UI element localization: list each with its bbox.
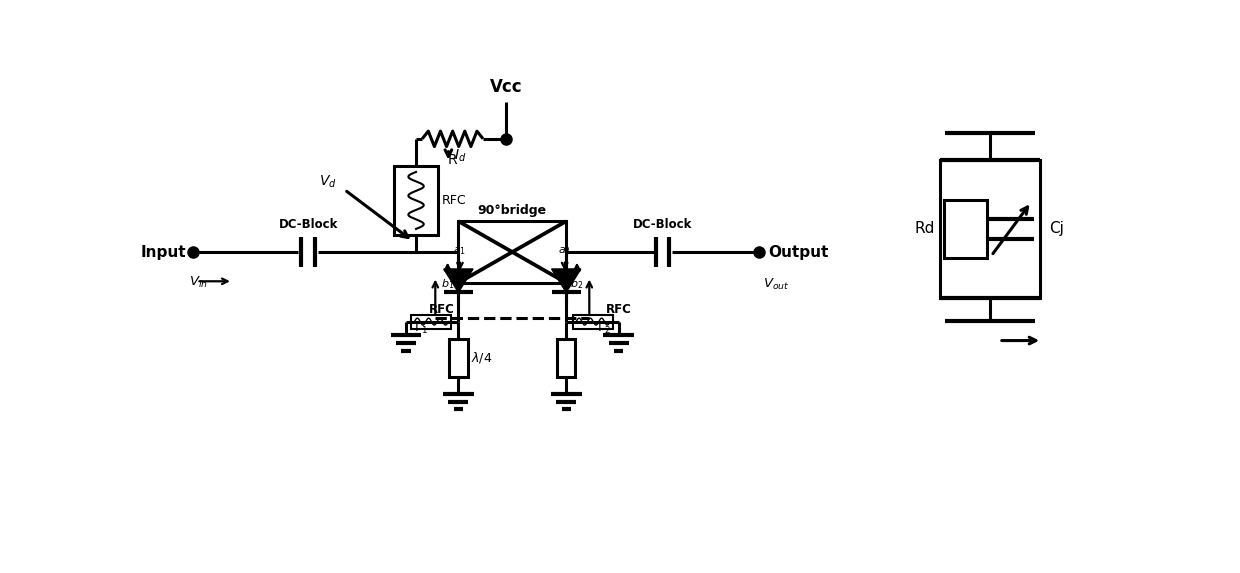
Text: $V_d$: $V_d$ — [319, 174, 337, 190]
Text: RFC: RFC — [606, 303, 632, 316]
Polygon shape — [552, 269, 580, 292]
Text: Vcc: Vcc — [490, 79, 522, 96]
Text: RFC: RFC — [441, 194, 466, 207]
Text: $V_{out}$: $V_{out}$ — [763, 277, 789, 292]
Text: 90°bridge: 90°bridge — [477, 203, 547, 217]
Text: Output: Output — [768, 245, 828, 260]
Text: $\Gamma_2$: $\Gamma_2$ — [596, 321, 610, 336]
Text: Cj: Cj — [1049, 221, 1064, 237]
Bar — [557, 339, 575, 377]
Text: DC-Block: DC-Block — [279, 218, 339, 231]
Text: RFC: RFC — [429, 303, 455, 316]
Text: Input: Input — [141, 245, 186, 260]
Text: $a_2$: $a_2$ — [558, 245, 572, 257]
Text: $b_1$: $b_1$ — [441, 277, 454, 291]
Bar — [459, 221, 567, 283]
Bar — [573, 315, 613, 328]
Text: $\lambda/4$: $\lambda/4$ — [471, 350, 492, 366]
Text: Rd: Rd — [915, 221, 935, 237]
Bar — [940, 160, 1040, 298]
Text: $V_{in}$: $V_{in}$ — [188, 275, 208, 290]
Text: DC-Block: DC-Block — [632, 218, 692, 231]
Bar — [412, 315, 451, 328]
Text: $I_d$: $I_d$ — [454, 148, 466, 164]
Text: $\Gamma_1$: $\Gamma_1$ — [414, 321, 428, 336]
Text: $a_1$: $a_1$ — [454, 245, 466, 257]
Bar — [945, 199, 987, 258]
Bar — [394, 166, 438, 235]
Polygon shape — [444, 269, 472, 292]
Bar — [449, 339, 467, 377]
Text: $b_2$: $b_2$ — [570, 277, 584, 291]
Text: R: R — [448, 152, 458, 167]
